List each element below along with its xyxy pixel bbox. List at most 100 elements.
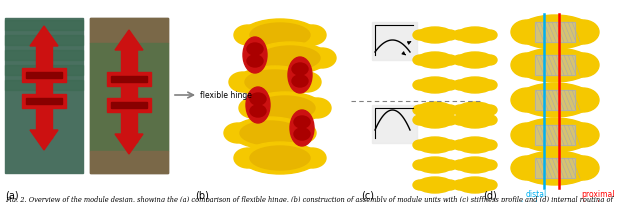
Polygon shape bbox=[30, 130, 58, 150]
Ellipse shape bbox=[453, 140, 467, 150]
Ellipse shape bbox=[483, 80, 497, 90]
Text: (c): (c) bbox=[362, 190, 374, 200]
Ellipse shape bbox=[250, 105, 266, 117]
Bar bbox=[90, 18, 168, 173]
Ellipse shape bbox=[443, 160, 457, 170]
Bar bbox=[22, 68, 66, 82]
Ellipse shape bbox=[567, 20, 599, 44]
Ellipse shape bbox=[517, 83, 593, 117]
Ellipse shape bbox=[294, 128, 310, 140]
Bar bbox=[22, 94, 66, 108]
Ellipse shape bbox=[413, 160, 427, 170]
Ellipse shape bbox=[244, 48, 272, 68]
Bar bbox=[535, 55, 575, 75]
Ellipse shape bbox=[483, 140, 497, 150]
Text: (b): (b) bbox=[195, 190, 209, 200]
Ellipse shape bbox=[443, 30, 457, 40]
Ellipse shape bbox=[242, 142, 318, 174]
Ellipse shape bbox=[443, 115, 457, 125]
Ellipse shape bbox=[260, 46, 320, 70]
Bar bbox=[535, 158, 575, 178]
Ellipse shape bbox=[567, 88, 599, 112]
Ellipse shape bbox=[292, 75, 308, 87]
Ellipse shape bbox=[453, 80, 467, 90]
Ellipse shape bbox=[511, 20, 543, 44]
Ellipse shape bbox=[292, 63, 308, 75]
Bar bbox=[26, 98, 62, 104]
Bar bbox=[5, 65, 83, 75]
Ellipse shape bbox=[252, 42, 328, 74]
Ellipse shape bbox=[250, 93, 266, 105]
Text: proximal
tendons: proximal tendons bbox=[582, 190, 615, 202]
Ellipse shape bbox=[242, 19, 318, 51]
Ellipse shape bbox=[250, 146, 310, 170]
Ellipse shape bbox=[517, 151, 593, 185]
Ellipse shape bbox=[511, 53, 543, 77]
Bar bbox=[5, 80, 83, 90]
Ellipse shape bbox=[417, 177, 453, 193]
Bar bbox=[535, 22, 575, 42]
Ellipse shape bbox=[417, 112, 453, 128]
Bar bbox=[107, 98, 151, 112]
Bar bbox=[372, 105, 417, 143]
Ellipse shape bbox=[443, 80, 457, 90]
Bar bbox=[535, 22, 575, 42]
Ellipse shape bbox=[298, 25, 326, 45]
Ellipse shape bbox=[457, 27, 493, 43]
Ellipse shape bbox=[511, 88, 543, 112]
Ellipse shape bbox=[517, 118, 593, 152]
Text: (d): (d) bbox=[483, 190, 497, 200]
Bar bbox=[111, 102, 147, 108]
Ellipse shape bbox=[443, 105, 457, 115]
Ellipse shape bbox=[453, 55, 467, 65]
Ellipse shape bbox=[234, 25, 262, 45]
Ellipse shape bbox=[567, 53, 599, 77]
Ellipse shape bbox=[245, 70, 305, 94]
Text: Fig. 2. Overview of the module design, showing the (a) comparison of flexible hi: Fig. 2. Overview of the module design, s… bbox=[5, 196, 613, 202]
Ellipse shape bbox=[234, 148, 262, 168]
Ellipse shape bbox=[288, 57, 312, 93]
Ellipse shape bbox=[298, 148, 326, 168]
Ellipse shape bbox=[453, 105, 467, 115]
Ellipse shape bbox=[239, 98, 267, 118]
Ellipse shape bbox=[453, 160, 467, 170]
Bar bbox=[5, 35, 83, 45]
Ellipse shape bbox=[229, 72, 257, 92]
Bar bbox=[535, 125, 575, 145]
Ellipse shape bbox=[511, 123, 543, 147]
Ellipse shape bbox=[288, 123, 316, 143]
Ellipse shape bbox=[413, 105, 427, 115]
Text: distal
tendons: distal tendons bbox=[521, 190, 552, 202]
Polygon shape bbox=[30, 26, 58, 46]
Ellipse shape bbox=[483, 55, 497, 65]
Bar bbox=[26, 72, 62, 78]
Ellipse shape bbox=[457, 112, 493, 128]
Bar bbox=[121, 42, 137, 142]
Ellipse shape bbox=[247, 55, 263, 67]
Ellipse shape bbox=[457, 157, 493, 173]
Bar bbox=[535, 125, 575, 145]
Ellipse shape bbox=[247, 43, 263, 55]
Bar bbox=[90, 43, 168, 151]
Ellipse shape bbox=[417, 137, 453, 153]
Ellipse shape bbox=[417, 27, 453, 43]
Ellipse shape bbox=[232, 117, 308, 149]
Ellipse shape bbox=[567, 123, 599, 147]
Ellipse shape bbox=[483, 115, 497, 125]
Ellipse shape bbox=[255, 96, 315, 120]
Ellipse shape bbox=[453, 115, 467, 125]
Ellipse shape bbox=[517, 48, 593, 82]
Ellipse shape bbox=[443, 140, 457, 150]
Ellipse shape bbox=[417, 77, 453, 93]
Text: flexible hinge: flexible hinge bbox=[200, 90, 252, 100]
Text: (a): (a) bbox=[5, 190, 19, 200]
Ellipse shape bbox=[240, 121, 300, 145]
Ellipse shape bbox=[247, 92, 323, 124]
Polygon shape bbox=[115, 30, 143, 50]
Ellipse shape bbox=[308, 48, 336, 68]
Ellipse shape bbox=[413, 115, 427, 125]
Ellipse shape bbox=[417, 52, 453, 68]
Ellipse shape bbox=[517, 15, 593, 49]
Ellipse shape bbox=[457, 77, 493, 93]
Ellipse shape bbox=[457, 102, 493, 118]
